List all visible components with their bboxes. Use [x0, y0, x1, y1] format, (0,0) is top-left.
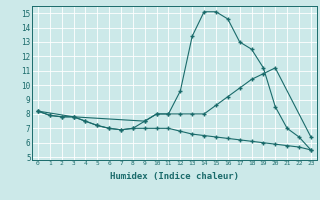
- X-axis label: Humidex (Indice chaleur): Humidex (Indice chaleur): [110, 172, 239, 181]
